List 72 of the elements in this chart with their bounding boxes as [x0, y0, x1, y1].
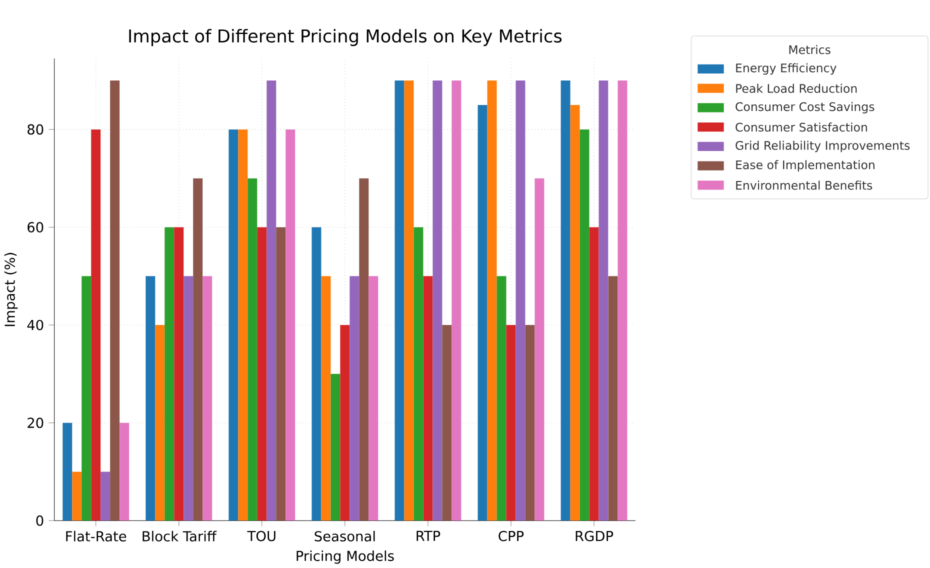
bar	[174, 227, 184, 521]
bar	[350, 276, 360, 521]
bar	[164, 227, 174, 521]
y-tick-label: 40	[27, 320, 44, 330]
legend-label: Energy Efficiency	[736, 63, 836, 75]
x-tick-label: Flat-Rate	[66, 530, 126, 542]
x-tick-label: RTP	[416, 530, 440, 541]
bar	[580, 129, 590, 521]
bar	[110, 80, 120, 521]
bar	[496, 276, 506, 521]
bar	[589, 227, 599, 521]
bar	[193, 178, 203, 521]
bar	[560, 80, 570, 521]
bar	[91, 129, 101, 521]
bar	[155, 324, 165, 521]
bar	[487, 80, 497, 521]
bar	[608, 276, 618, 521]
bar	[330, 374, 340, 521]
legend-label: Consumer Satisfaction	[736, 122, 867, 132]
x-tick-label: Seasonal	[314, 530, 375, 542]
bar	[452, 80, 462, 521]
legend-label: Environmental Benefits	[736, 180, 872, 190]
bar	[62, 422, 72, 521]
bar	[202, 276, 212, 521]
legend-label: Grid Reliability Improvements	[736, 140, 910, 152]
chart-title: Impact of Different Pricing Models on Key Metrics	[129, 28, 562, 46]
x-tick-label: CPP	[498, 530, 524, 542]
y-axis-title: Impact (%)	[4, 252, 18, 326]
bar	[414, 227, 424, 521]
y-tick-label: 20	[28, 418, 44, 428]
bar	[340, 324, 350, 521]
legend-label: Consumer Cost Savings	[736, 102, 874, 114]
bar	[570, 104, 580, 521]
bar	[228, 129, 238, 521]
x-tick-label: RGDP	[576, 530, 614, 542]
bar	[100, 472, 110, 521]
bar	[184, 276, 194, 521]
x-tick-label: Block Tariff	[142, 530, 217, 542]
bar	[276, 227, 286, 521]
bar	[525, 324, 535, 521]
bar	[368, 276, 378, 521]
bar	[238, 129, 248, 521]
bar	[321, 276, 331, 521]
bar	[266, 80, 276, 521]
bar	[286, 129, 296, 521]
bar	[423, 276, 433, 521]
bar	[618, 80, 628, 521]
legend-label: Peak Load Reduction	[736, 84, 857, 93]
bar	[146, 276, 156, 521]
y-tick-label: 60	[28, 222, 44, 232]
bar	[404, 80, 414, 521]
bar	[432, 80, 442, 521]
x-tick-label: TOU	[247, 530, 276, 542]
bar	[312, 227, 322, 521]
legend-label: Ease of Implementation	[736, 160, 874, 172]
x-axis-title: Pricing Models	[296, 550, 394, 564]
bar	[442, 324, 452, 521]
legend-title: Metrics	[789, 44, 830, 54]
bar	[506, 324, 516, 521]
bar	[248, 178, 258, 521]
y-tick-label: 0	[36, 515, 44, 526]
bar	[534, 178, 544, 521]
bar	[359, 178, 369, 521]
bar	[82, 276, 92, 521]
bar	[257, 227, 267, 521]
y-tick-label: 80	[28, 124, 44, 135]
bar	[120, 422, 130, 521]
bar	[598, 80, 608, 521]
bar	[516, 80, 526, 521]
bar	[478, 104, 488, 521]
bar	[394, 80, 404, 521]
bar	[72, 472, 82, 521]
